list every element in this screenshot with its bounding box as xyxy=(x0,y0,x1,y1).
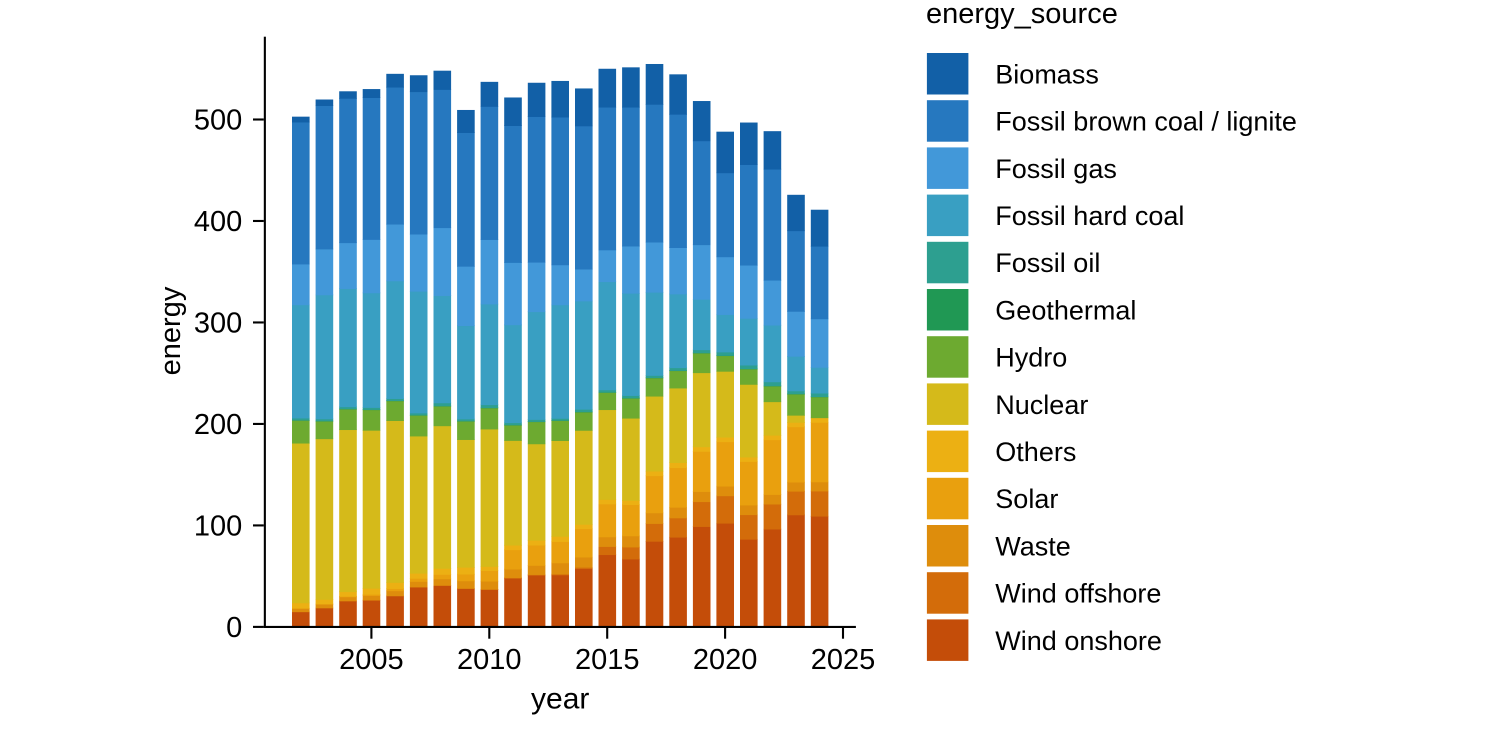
svg-text:200: 200 xyxy=(194,409,242,441)
svg-text:Nuclear: Nuclear xyxy=(995,390,1088,420)
svg-text:2005: 2005 xyxy=(339,644,404,676)
svg-text:Geothermal: Geothermal xyxy=(995,295,1136,325)
svg-text:year: year xyxy=(531,683,589,716)
svg-text:2025: 2025 xyxy=(811,644,876,676)
svg-text:0: 0 xyxy=(226,612,242,644)
svg-text:Wind onshore: Wind onshore xyxy=(995,626,1162,656)
svg-text:Fossil brown coal / lignite: Fossil brown coal / lignite xyxy=(995,107,1297,137)
svg-text:400: 400 xyxy=(194,206,242,238)
svg-text:Solar: Solar xyxy=(995,484,1058,514)
svg-text:2015: 2015 xyxy=(575,644,640,676)
svg-text:Fossil oil: Fossil oil xyxy=(995,248,1100,278)
svg-text:Waste: Waste xyxy=(995,531,1071,561)
svg-text:500: 500 xyxy=(194,105,242,137)
svg-text:energy: energy xyxy=(155,286,187,375)
svg-text:Wind offshore: Wind offshore xyxy=(995,579,1161,609)
svg-text:2020: 2020 xyxy=(693,644,758,676)
svg-text:energy_source: energy_source xyxy=(926,0,1118,30)
svg-text:300: 300 xyxy=(194,308,242,340)
svg-text:2010: 2010 xyxy=(457,644,522,676)
svg-text:Hydro: Hydro xyxy=(995,343,1067,373)
svg-text:Biomass: Biomass xyxy=(995,59,1099,89)
svg-text:Others: Others xyxy=(995,437,1076,467)
svg-text:Fossil gas: Fossil gas xyxy=(995,154,1117,184)
svg-text:100: 100 xyxy=(194,511,242,543)
svg-text:Fossil hard coal: Fossil hard coal xyxy=(995,201,1184,231)
